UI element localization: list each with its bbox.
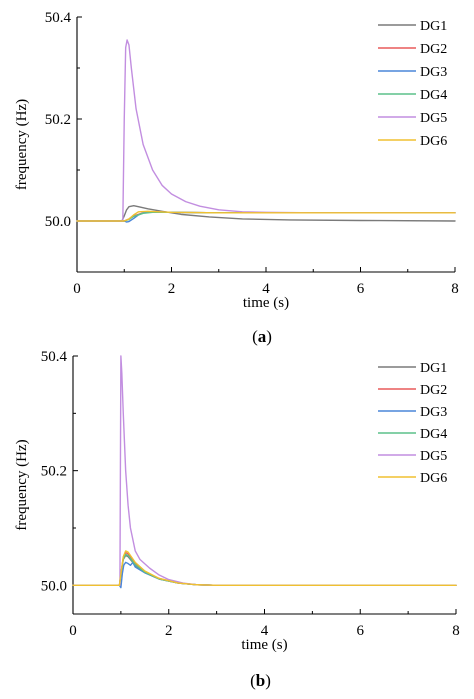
x-tick-label: 0 xyxy=(73,281,81,297)
legend-label-dg5: DG5 xyxy=(420,111,447,126)
y-tick-label: 50.0 xyxy=(41,578,67,594)
series-line-dg6 xyxy=(76,210,456,222)
panel-caption: (b) xyxy=(250,671,271,690)
series-line-dg6 xyxy=(72,550,457,587)
legend-label-dg4: DG4 xyxy=(420,427,447,442)
legend-label-dg2: DG2 xyxy=(420,42,447,57)
x-tick-label: 2 xyxy=(168,281,176,297)
legend-label-dg5: DG5 xyxy=(420,449,447,464)
legend-label-dg2: DG2 xyxy=(420,383,447,398)
legend-label-dg1: DG1 xyxy=(420,19,447,34)
legend-label-dg6: DG6 xyxy=(420,471,447,486)
y-tick-label: 50.2 xyxy=(45,112,71,128)
panel-caption: (a) xyxy=(252,327,272,346)
legend-label-dg1: DG1 xyxy=(420,361,447,376)
series-line-dg4 xyxy=(72,553,457,587)
chart-panel-a: 0 2 4 6 8 50.0 50.2 50.4 time (s) frequency (Hz) D… xyxy=(14,10,459,346)
x-tick-label: 8 xyxy=(451,281,459,297)
legend-label-dg6: DG6 xyxy=(420,134,447,149)
y-tick-label: 50.2 xyxy=(41,464,67,480)
x-tick-label: 0 xyxy=(69,623,77,639)
x-tick-label: 4 xyxy=(262,281,270,297)
x-tick-label: 2 xyxy=(165,623,173,639)
series-line-dg3 xyxy=(72,561,457,589)
series-line-dg5 xyxy=(76,39,456,222)
legend-label-dg3: DG3 xyxy=(420,65,447,80)
x-axis-title: time (s) xyxy=(243,295,289,311)
series-line-dg1 xyxy=(72,554,457,587)
y-axis-title: frequency (Hz) xyxy=(14,439,30,530)
series-line-dg5 xyxy=(72,355,457,587)
x-tick-label: 6 xyxy=(357,281,365,297)
series-line-dg1 xyxy=(76,205,456,222)
legend-label-dg4: DG4 xyxy=(420,88,447,103)
x-axis-title: time (s) xyxy=(241,637,287,653)
chart-panel-b: 0 2 4 6 8 50.0 50.2 50.4 time (s) frequency (Hz) D… xyxy=(14,349,460,690)
x-tick-label: 8 xyxy=(452,623,460,639)
legend-label-dg3: DG3 xyxy=(420,405,447,420)
x-tick-label: 4 xyxy=(261,623,269,639)
y-tick-label: 50.4 xyxy=(45,10,72,26)
y-axis-title: frequency (Hz) xyxy=(14,99,30,190)
x-tick-label: 6 xyxy=(357,623,365,639)
y-tick-label: 50.4 xyxy=(41,349,68,365)
y-tick-label: 50.0 xyxy=(45,214,71,230)
